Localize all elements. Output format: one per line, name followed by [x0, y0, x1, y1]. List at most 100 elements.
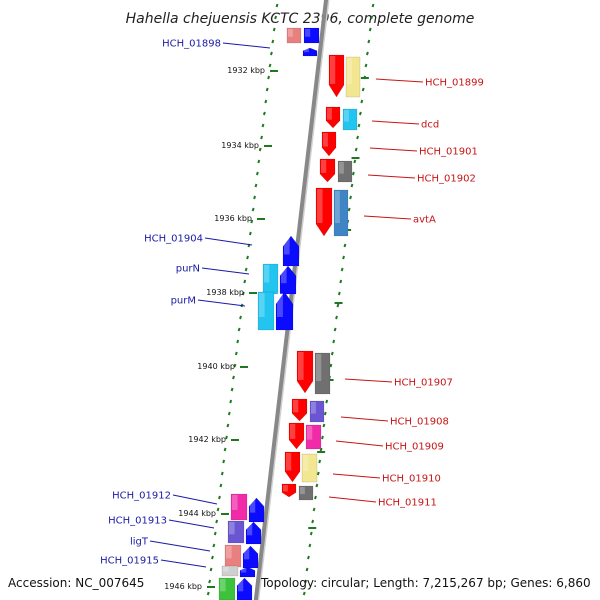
tick-dot-right	[335, 315, 338, 320]
gene-box-hch-01899-highlight	[347, 58, 352, 84]
gene-box-hch-01913-highlight	[229, 522, 235, 535]
tick-dot-left	[213, 531, 217, 536]
gene-box-hch-01910	[301, 453, 318, 483]
gene-label-right: HCH_01901	[419, 147, 478, 158]
gene-arrow-hch-01910-highlight	[286, 453, 292, 471]
leader-line-right	[369, 147, 418, 152]
tick-dot-left	[267, 75, 271, 80]
kbp-label: 1932 kbp	[227, 66, 265, 75]
tick-dot-right	[356, 135, 360, 140]
tick-dot-left	[264, 99, 268, 104]
tick-dot-right	[361, 87, 365, 92]
tick-dot-right	[342, 255, 345, 260]
kbp-label: 1938 kbp	[206, 288, 244, 297]
gene-arrow-hch-01901-body	[321, 131, 337, 157]
gene-box-hch-01912-body	[230, 493, 248, 521]
tick-dot-left	[268, 63, 272, 68]
leader-line-left	[160, 559, 207, 568]
gene-arrow-small-top-highlight	[304, 49, 309, 53]
gene-arrow-hch-01902-highlight	[321, 160, 327, 173]
gene-label-left: purN	[176, 264, 200, 275]
gene-arrow-ligt	[242, 545, 259, 569]
leader-line-right	[363, 215, 412, 220]
gene-box-hch-01902	[337, 160, 353, 183]
leader-line-right	[375, 78, 424, 83]
gene-arrow-hch-01901	[321, 131, 337, 157]
gene-arrow-purn-body	[279, 265, 297, 295]
leader-line-right	[344, 378, 393, 383]
tick-dot-left	[209, 567, 213, 572]
tick-dot-right	[333, 327, 337, 332]
gene-box-purm-highlight	[259, 293, 265, 317]
tick-dot-left	[262, 111, 266, 116]
gene-label-left: HCH_01912	[112, 491, 171, 502]
kbp-label: 1944 kbp	[178, 509, 216, 518]
gene-arrow-ligt-highlight	[244, 547, 250, 560]
tick-dot-right	[311, 519, 315, 524]
kbp-label: 1934 kbp	[221, 141, 259, 150]
tick-dot-left	[260, 135, 264, 140]
leader-line-left	[201, 267, 250, 275]
leader-line-left	[172, 494, 218, 505]
tick-dot-left	[208, 579, 212, 584]
gene-arrow-purn-highlight	[281, 267, 287, 284]
gene-box-hch-01909-body	[305, 424, 322, 450]
tick-dot-right	[368, 27, 372, 32]
leader-line-left	[222, 42, 271, 49]
gene-box-hch-01911-body	[298, 485, 314, 501]
gene-arrow-hch-01911-body	[281, 483, 297, 498]
tick-dot-left	[220, 471, 224, 476]
tick-dot-left	[255, 171, 259, 176]
gene-box-small-highlight	[223, 567, 229, 572]
gene-box-hch-01911-highlight	[300, 487, 305, 495]
tick-dot-left	[234, 351, 238, 356]
gene-arrow-hch-01913-body	[245, 521, 262, 545]
tick-dot-right	[325, 399, 329, 404]
gene-box-hch-01909-highlight	[307, 426, 313, 440]
tick-dot-left	[243, 279, 247, 284]
tick-dot-left	[265, 87, 269, 92]
gene-box-ligt-body	[224, 544, 242, 568]
tick-dot-right	[350, 183, 354, 188]
gene-label-right: HCH_01907	[394, 378, 453, 389]
accession-text: Accession: NC_007645	[8, 576, 145, 590]
tick-dot-left	[236, 339, 240, 344]
gene-box-top-body	[286, 27, 302, 44]
gene-arrow-hch-01899	[328, 54, 345, 98]
tick-dot-left	[274, 15, 278, 20]
tick-dot-right	[323, 411, 327, 416]
gene-arrow-hch-01915	[239, 566, 256, 578]
gene-arrow-hch-01902-body	[319, 158, 336, 183]
tick-dot-right	[304, 579, 308, 584]
gene-box-top	[286, 27, 302, 44]
tick-dot-left	[272, 27, 276, 32]
gene-arrow-hch-01904-highlight	[284, 237, 290, 255]
gene-box-hch-01907-highlight	[316, 354, 322, 381]
gene-arrow-hch-01912-highlight	[250, 499, 256, 513]
label-layer: 1932 kbp 1934 kbp 1936 kbp 1938 kbp 1940 kbp…	[100, 39, 484, 592]
gene-box-hch-01907-body	[314, 352, 331, 395]
gene-arrow-hch-01899-highlight	[330, 56, 336, 84]
leader-line-right	[371, 120, 420, 125]
tick-dot-left	[241, 291, 245, 296]
tick-dot-left	[212, 543, 216, 548]
tick-dot-left	[229, 399, 233, 404]
tick-dot-right	[351, 171, 355, 176]
tick-dot-left	[206, 591, 210, 596]
gene-box-purn-highlight	[264, 265, 270, 283]
gene-arrow-hch-01911-highlight	[283, 485, 288, 492]
tick-dot-right	[318, 459, 322, 464]
gene-box-hch-01910-highlight	[303, 455, 309, 472]
gene-arrow-purm-highlight	[277, 293, 283, 317]
gene-box-hch-01908-highlight	[311, 402, 316, 414]
leader-line-right	[328, 496, 377, 503]
tick-dot-right	[343, 243, 347, 248]
gene-arrow-small-top-body	[302, 47, 318, 57]
leader-line-right	[332, 473, 381, 479]
tick-dot-left	[275, 3, 279, 8]
gene-arrow-hch-01911	[281, 483, 297, 498]
gene-box-hch-01899-body	[345, 56, 361, 98]
leader-line-left	[149, 540, 211, 552]
kbp-label: 1946 kbp	[164, 582, 202, 591]
